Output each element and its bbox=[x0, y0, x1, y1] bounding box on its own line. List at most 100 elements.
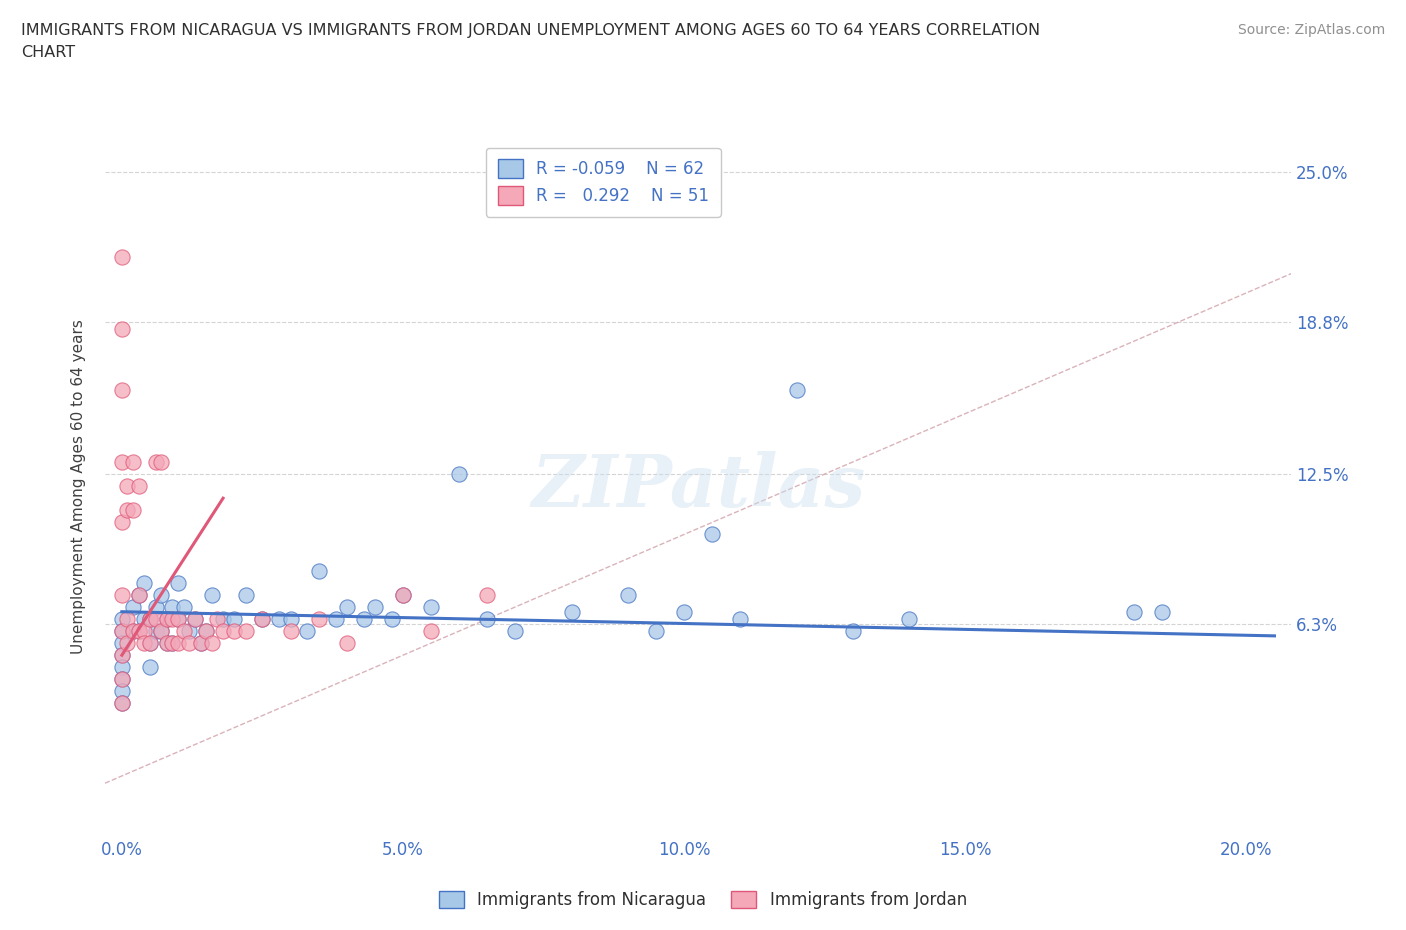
Point bbox=[477, 588, 499, 603]
Point bbox=[224, 624, 246, 639]
Point bbox=[280, 612, 302, 627]
Point bbox=[134, 576, 156, 591]
Point bbox=[173, 624, 195, 639]
Text: Source: ZipAtlas.com: Source: ZipAtlas.com bbox=[1237, 23, 1385, 37]
Point bbox=[111, 249, 134, 264]
Point bbox=[134, 624, 156, 639]
Point bbox=[336, 636, 359, 651]
Point bbox=[134, 636, 156, 651]
Point bbox=[235, 624, 257, 639]
Point bbox=[139, 636, 162, 651]
Point bbox=[145, 600, 167, 615]
Point bbox=[122, 503, 145, 518]
Point bbox=[167, 612, 190, 627]
Point bbox=[139, 612, 162, 627]
Point bbox=[111, 671, 134, 686]
Point bbox=[252, 612, 274, 627]
Point bbox=[702, 527, 724, 542]
Point bbox=[111, 612, 134, 627]
Point bbox=[477, 612, 499, 627]
Point bbox=[212, 612, 235, 627]
Point bbox=[190, 636, 212, 651]
Point bbox=[139, 636, 162, 651]
Point bbox=[505, 624, 527, 639]
Point bbox=[111, 588, 134, 603]
Point bbox=[392, 588, 415, 603]
Text: IMMIGRANTS FROM NICARAGUA VS IMMIGRANTS FROM JORDAN UNEMPLOYMENT AMONG AGES 60 T: IMMIGRANTS FROM NICARAGUA VS IMMIGRANTS … bbox=[21, 23, 1040, 60]
Point bbox=[179, 624, 201, 639]
Point bbox=[201, 636, 224, 651]
Point bbox=[235, 588, 257, 603]
Point bbox=[420, 624, 443, 639]
Point bbox=[207, 612, 229, 627]
Point bbox=[150, 624, 173, 639]
Point bbox=[156, 636, 179, 651]
Point bbox=[111, 322, 134, 337]
Point bbox=[111, 684, 134, 698]
Point bbox=[167, 636, 190, 651]
Point bbox=[184, 612, 207, 627]
Point bbox=[111, 515, 134, 530]
Point bbox=[1150, 604, 1173, 619]
Point bbox=[730, 612, 752, 627]
Point bbox=[364, 600, 387, 615]
Point bbox=[212, 624, 235, 639]
Point bbox=[162, 636, 184, 651]
Point bbox=[162, 636, 184, 651]
Point bbox=[111, 659, 134, 674]
Point bbox=[336, 600, 359, 615]
Point bbox=[128, 624, 150, 639]
Point bbox=[117, 503, 139, 518]
Point bbox=[162, 600, 184, 615]
Point bbox=[297, 624, 319, 639]
Point bbox=[449, 467, 471, 482]
Y-axis label: Unemployment Among Ages 60 to 64 years: Unemployment Among Ages 60 to 64 years bbox=[72, 319, 86, 654]
Point bbox=[645, 624, 668, 639]
Point bbox=[308, 612, 330, 627]
Point bbox=[353, 612, 375, 627]
Point bbox=[150, 455, 173, 470]
Point bbox=[381, 612, 404, 627]
Point bbox=[224, 612, 246, 627]
Point bbox=[179, 636, 201, 651]
Point bbox=[1122, 604, 1144, 619]
Point bbox=[145, 612, 167, 627]
Point bbox=[111, 696, 134, 711]
Point bbox=[201, 588, 224, 603]
Point bbox=[122, 624, 145, 639]
Point bbox=[280, 624, 302, 639]
Point bbox=[122, 455, 145, 470]
Point bbox=[156, 612, 179, 627]
Point bbox=[308, 564, 330, 578]
Point bbox=[162, 612, 184, 627]
Point bbox=[139, 612, 162, 627]
Point bbox=[128, 624, 150, 639]
Point bbox=[195, 624, 218, 639]
Point bbox=[111, 624, 134, 639]
Point bbox=[111, 382, 134, 397]
Point bbox=[111, 696, 134, 711]
Point bbox=[420, 600, 443, 615]
Point bbox=[122, 624, 145, 639]
Legend: R = -0.059    N = 62, R =   0.292    N = 51: R = -0.059 N = 62, R = 0.292 N = 51 bbox=[486, 148, 721, 217]
Point bbox=[134, 612, 156, 627]
Point bbox=[122, 600, 145, 615]
Point bbox=[561, 604, 583, 619]
Point bbox=[145, 455, 167, 470]
Point bbox=[139, 659, 162, 674]
Point bbox=[128, 588, 150, 603]
Point bbox=[173, 600, 195, 615]
Point bbox=[898, 612, 921, 627]
Point bbox=[617, 588, 640, 603]
Point bbox=[190, 636, 212, 651]
Point bbox=[111, 671, 134, 686]
Point bbox=[111, 648, 134, 663]
Point bbox=[786, 382, 808, 397]
Point bbox=[128, 479, 150, 494]
Legend: Immigrants from Nicaragua, Immigrants from Jordan: Immigrants from Nicaragua, Immigrants fr… bbox=[430, 883, 976, 917]
Point bbox=[117, 479, 139, 494]
Point bbox=[167, 612, 190, 627]
Point bbox=[167, 576, 190, 591]
Point bbox=[111, 648, 134, 663]
Point bbox=[111, 624, 134, 639]
